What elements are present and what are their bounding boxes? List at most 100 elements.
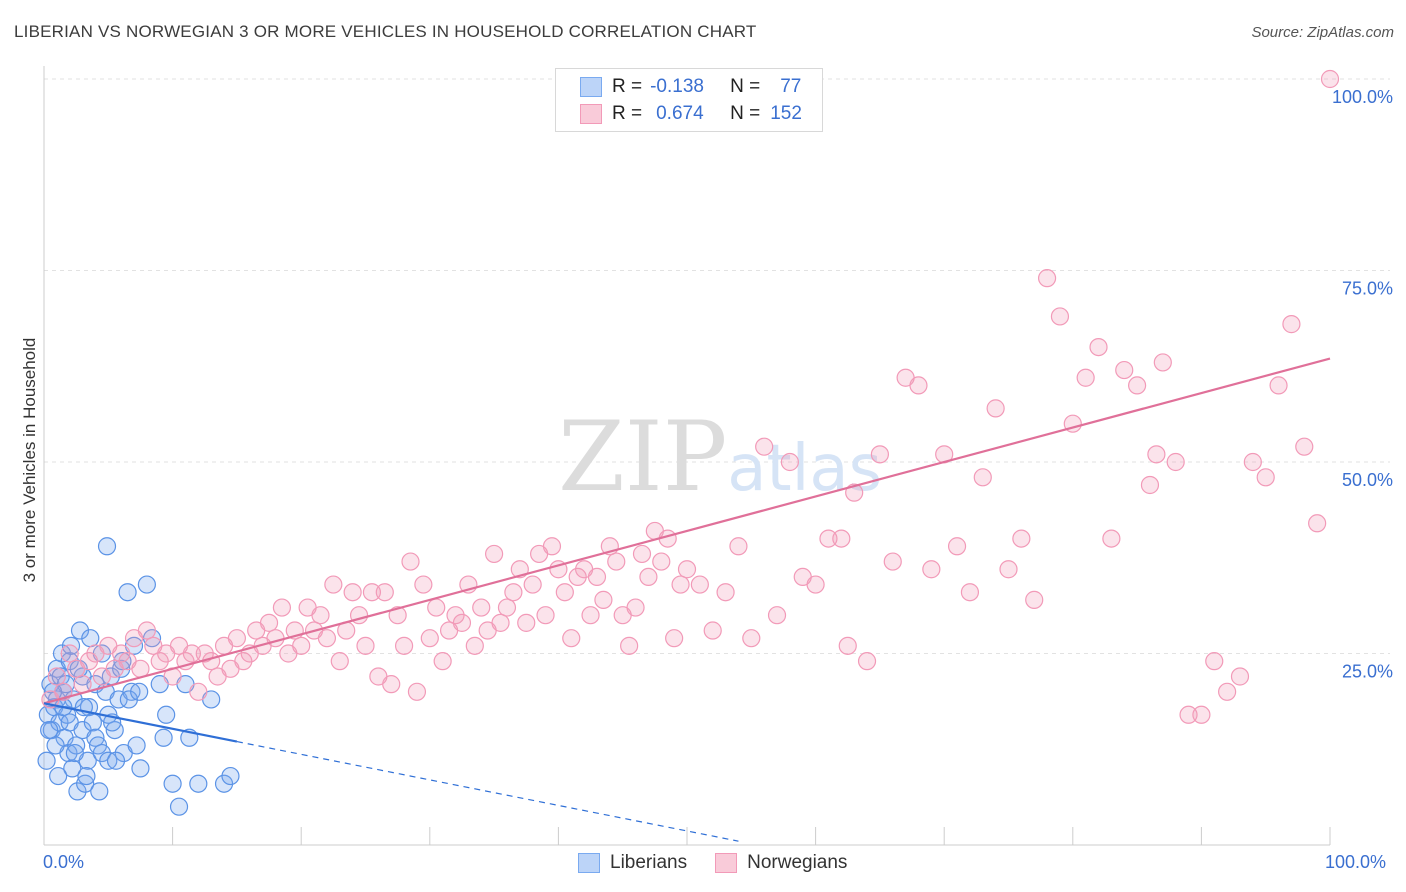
norwegian-point xyxy=(626,598,645,617)
norwegian-point xyxy=(362,583,382,602)
norwegian-point xyxy=(317,629,337,648)
liberian-point xyxy=(163,774,182,793)
norwegian-point xyxy=(491,613,510,632)
norwegian-point xyxy=(394,636,414,655)
chart-title: LIBERIAN VS NORWEGIAN 3 OR MORE VEHICLES… xyxy=(14,22,757,41)
liberian-point xyxy=(169,797,189,816)
liberians-swatch xyxy=(580,77,602,97)
liberian-trend-line xyxy=(43,702,238,743)
norwegian-point xyxy=(182,644,201,663)
norwegian-point xyxy=(639,567,658,587)
r-value: 0.674 xyxy=(656,103,704,124)
y-tick-label: 50.0% xyxy=(1342,470,1393,490)
n-label: N = xyxy=(730,76,761,97)
liberian-point xyxy=(97,537,117,556)
liberian-point xyxy=(81,629,100,648)
norwegian-point xyxy=(266,629,285,648)
norwegian-point xyxy=(1230,667,1250,686)
norwegian-point xyxy=(1282,315,1301,334)
x-tick-right: 100.0% xyxy=(1325,852,1387,872)
watermark-atlas: atlas xyxy=(727,432,882,506)
norwegian-point xyxy=(1140,475,1160,495)
norwegian-point xyxy=(883,552,902,571)
liberian-point xyxy=(119,690,138,709)
n-label: N = xyxy=(730,103,761,124)
legend-label-norwegians: Norwegians xyxy=(747,852,848,873)
norwegian-point xyxy=(1269,376,1288,395)
norwegian-point xyxy=(671,575,690,594)
norwegian-point xyxy=(1320,69,1340,89)
stats-legend: R = -0.138 N = 77 R = 0.674 N = 152 xyxy=(555,68,823,132)
norwegian-point xyxy=(504,583,523,602)
x-tick-left: 0.0% xyxy=(43,852,85,872)
liberian-point xyxy=(63,759,82,778)
source-label: Source: ZipAtlas.com xyxy=(1251,24,1394,41)
liberian-point xyxy=(154,728,173,747)
liberian-point xyxy=(106,751,126,770)
norwegian-point xyxy=(806,575,825,594)
norwegian-point xyxy=(594,590,613,609)
norwegian-point xyxy=(703,621,722,640)
norwegian-point xyxy=(960,583,980,602)
liberian-point xyxy=(49,766,68,786)
norwegian-point xyxy=(665,629,684,648)
legend-item-norwegians: Norwegians xyxy=(715,852,847,874)
norwegian-point xyxy=(465,636,484,655)
stats-row-norwegians: R = 0.674 N = 152 xyxy=(580,100,802,128)
norwegian-point xyxy=(433,652,452,671)
axes xyxy=(43,66,1331,846)
norwegian-point xyxy=(767,606,787,625)
norwegian-point xyxy=(1243,452,1262,472)
norwegian-point xyxy=(857,652,877,671)
norwegian-point xyxy=(690,575,709,594)
norwegian-point xyxy=(838,636,857,655)
norwegian-point xyxy=(452,613,472,632)
n-value: 77 xyxy=(780,76,802,97)
legend-label-liberians: Liberians xyxy=(610,852,688,873)
stats-row-liberians: R = -0.138 N = 77 xyxy=(580,73,801,101)
liberian-point xyxy=(83,713,102,732)
norwegian-point xyxy=(581,606,600,625)
r-label: R = xyxy=(612,76,643,97)
norwegian-point xyxy=(259,613,279,632)
norwegian-point xyxy=(536,606,555,625)
norwegian-point xyxy=(1256,468,1275,487)
norwegian-point xyxy=(1218,682,1237,701)
norwegian-point xyxy=(137,621,156,640)
norwegian-point xyxy=(677,560,697,579)
y-tick-labels: 25.0% 50.0% 75.0% 100.0% xyxy=(1332,87,1393,682)
liberian-point xyxy=(131,759,150,778)
liberian-point xyxy=(137,575,156,594)
norwegian-point xyxy=(311,606,330,625)
norwegian-point xyxy=(60,644,79,663)
norwegian-point xyxy=(485,544,504,564)
norwegian-point xyxy=(1102,529,1121,548)
norwegian-point xyxy=(292,636,311,655)
norwegian-point xyxy=(523,575,542,594)
norwegian-point xyxy=(407,682,427,701)
norwegian-point xyxy=(819,529,838,548)
n-value: 152 xyxy=(770,103,802,124)
norwegian-point xyxy=(1037,269,1057,288)
liberian-point xyxy=(118,583,137,602)
r-label: R = xyxy=(612,103,643,124)
y-tick-label: 75.0% xyxy=(1342,279,1393,299)
norwegian-point xyxy=(909,376,928,395)
norwegian-point xyxy=(472,598,491,617)
liberian-point xyxy=(46,736,65,755)
norwegian-point xyxy=(742,629,761,648)
liberian-point xyxy=(221,766,240,786)
liberian-point xyxy=(76,774,95,793)
norwegian-point xyxy=(973,468,992,487)
norwegian-point xyxy=(542,537,562,556)
liberian-trend-extension xyxy=(236,741,739,842)
norwegian-point xyxy=(652,552,671,571)
norwegian-point xyxy=(401,552,420,571)
norwegian-point xyxy=(1127,376,1147,395)
norwegian-points xyxy=(41,69,1340,724)
norwegian-point xyxy=(607,552,626,571)
norwegian-point xyxy=(1115,360,1134,380)
watermark: ZIPatlas xyxy=(558,401,882,513)
norwegian-point xyxy=(729,537,748,556)
norwegian-point xyxy=(427,598,446,617)
